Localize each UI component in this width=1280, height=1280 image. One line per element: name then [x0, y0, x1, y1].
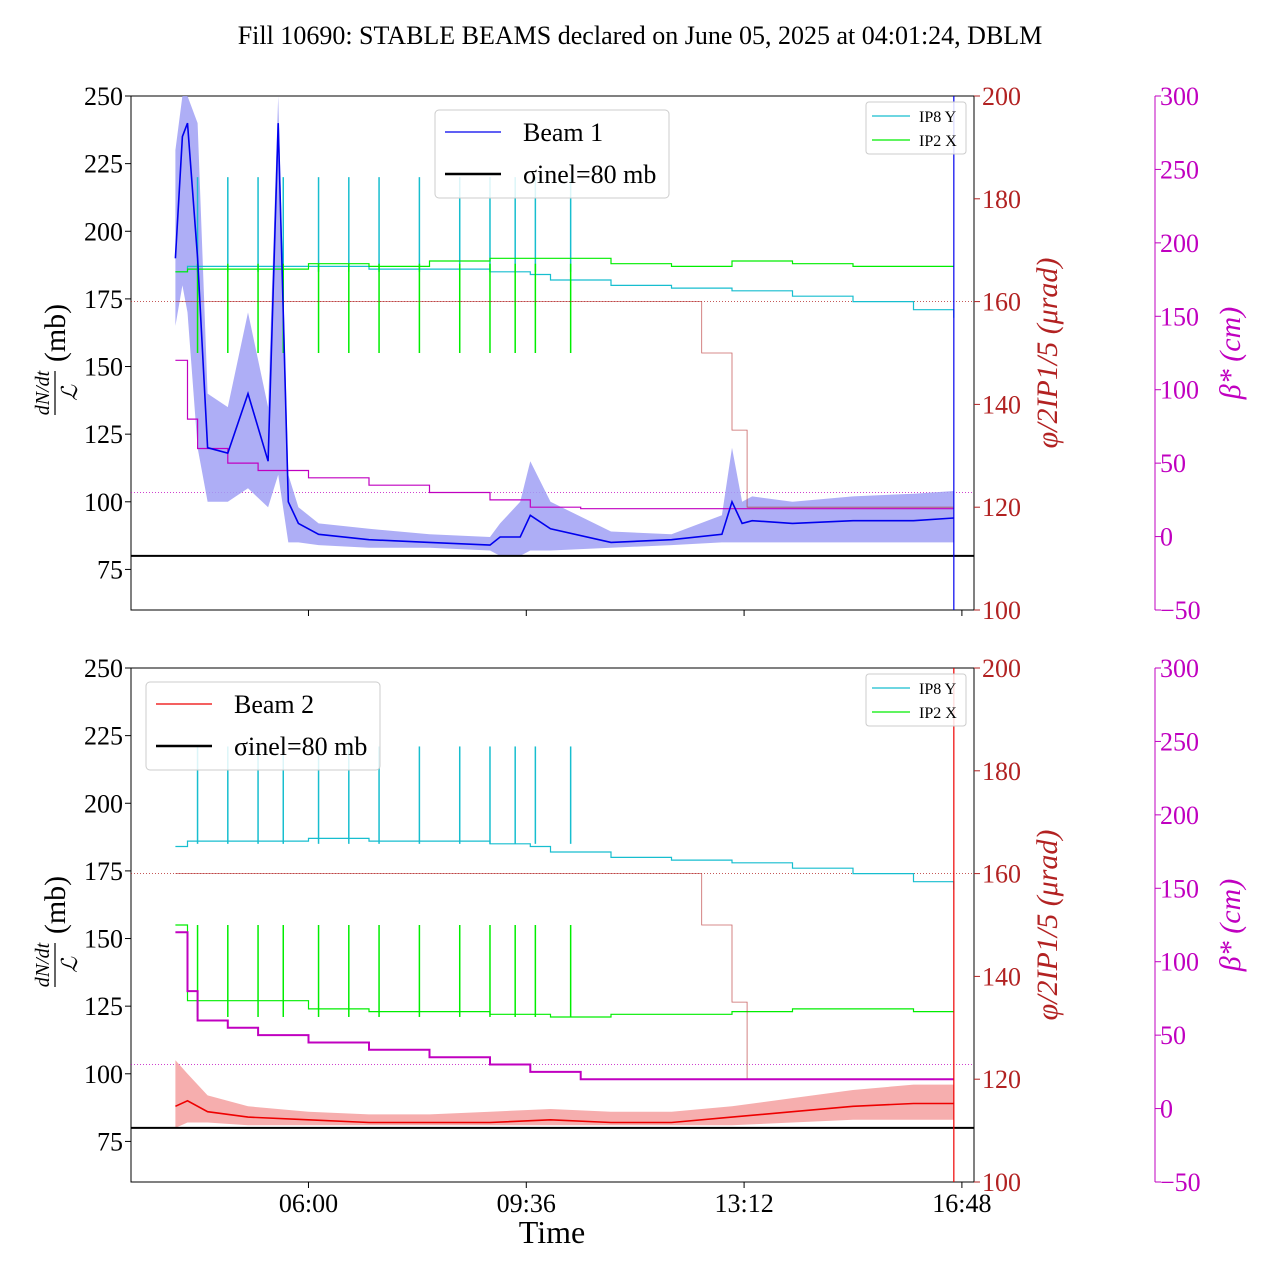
y-left-tick-label: 100: [84, 1060, 123, 1089]
y-right2-tick-label: 200: [1160, 229, 1199, 258]
legend-small-label: IP8 Y: [919, 681, 957, 698]
y-right1-label: φ/2IP1/5 (μrad): [1031, 258, 1064, 449]
y-right2-tick-label: 50: [1160, 449, 1186, 478]
beam-band: [175, 96, 954, 556]
y-right1-tick-label: 160: [982, 288, 1021, 317]
y-right1-label: φ/2IP1/5 (μrad): [1031, 830, 1064, 1021]
y-right1-tick-label: 180: [982, 185, 1021, 214]
y-left-tick-label: 225: [84, 150, 123, 179]
legend-small-box: [865, 673, 967, 727]
legend-small-label: IP8 Y: [919, 109, 957, 126]
y-right1-tick-label: 140: [982, 962, 1021, 991]
phi-series: [175, 301, 954, 508]
y-left-tick-label: 75: [97, 555, 123, 584]
panel-beam2: 75 100 125 150 175 200 225 250 100 120 140 160 180 20…: [32, 654, 1247, 1218]
y-right2-tick-label: 0: [1160, 523, 1173, 552]
y-right2-tick-label: −50: [1160, 1168, 1201, 1197]
y-left-tick-label: 125: [84, 992, 123, 1021]
beta-series: [175, 359, 954, 510]
y-right1-tick-label: 180: [982, 757, 1021, 786]
x-tick-label: 16:48: [932, 1189, 991, 1218]
y-left-tick-label: 125: [84, 420, 123, 449]
y-right2-tick-label: 250: [1160, 727, 1199, 756]
data-layer: [131, 96, 974, 610]
y-right2-tick-label: 50: [1160, 1021, 1186, 1050]
y-left-tick-label: 175: [84, 285, 123, 314]
phi-series: [175, 873, 954, 1080]
beam-series: [175, 1099, 954, 1124]
y-right1-tick-label: 160: [982, 860, 1021, 889]
y-left-tick-label: 75: [97, 1127, 123, 1156]
legend-main-label: Beam 1: [523, 118, 603, 147]
y-right2-label: β* (cm): [1214, 307, 1247, 400]
y-right2-tick-label: −50: [1160, 596, 1201, 625]
y-left-tick-label: 225: [84, 722, 123, 751]
panel-beam1: 75 100 125 150 175 200 225 250 100 120 140 160 180 20…: [32, 82, 1247, 625]
ip8-y-series: [175, 265, 955, 318]
legend-small-box: [865, 101, 967, 155]
y-right2-tick-label: 150: [1160, 302, 1199, 331]
x-tick-label: 06:00: [279, 1189, 338, 1218]
x-tick-label: 13:12: [714, 1189, 773, 1218]
y-left-label: dN/dt ℒ (mb): [32, 876, 82, 987]
ip2-x-series: [175, 257, 954, 273]
figure-title: Fill 10690: STABLE BEAMS declared on Jun…: [238, 21, 1043, 50]
y-right1-tick-label: 100: [982, 1168, 1021, 1197]
y-left-label-numerator: dN/dt: [32, 942, 54, 987]
y-left-label-denominator: ℒ: [57, 956, 82, 973]
ip2-x-series: [175, 924, 954, 1018]
y-left-tick-label: 150: [84, 925, 123, 954]
y-left-tick-label: 150: [84, 353, 123, 382]
y-right2-label: β* (cm): [1214, 879, 1247, 972]
y-left-label-numerator: dN/dt: [32, 370, 54, 415]
y-right2-tick-label: 0: [1160, 1095, 1173, 1124]
y-right1-tick-label: 100: [982, 596, 1021, 625]
y-left-label-unit: (mb): [39, 876, 72, 934]
y-left-label-unit: (mb): [39, 304, 72, 362]
y-right1-tick-label: 200: [982, 82, 1021, 111]
x-tick-label: 09:36: [497, 1189, 556, 1218]
y-right2-tick-label: 250: [1160, 155, 1199, 184]
ip8-y-series: [175, 837, 955, 890]
y-right2-tick-label: 150: [1160, 874, 1199, 903]
beam-series: [174, 122, 954, 546]
y-right1-tick-label: 140: [982, 390, 1021, 419]
beam-band: [175, 1060, 954, 1128]
y-right2-tick-label: 100: [1160, 948, 1199, 977]
y-left-label-denominator: ℒ: [57, 384, 82, 401]
y-right2-tick-label: 200: [1160, 801, 1199, 830]
y-left-tick-label: 250: [84, 82, 123, 111]
y-left-label: dN/dt ℒ (mb): [32, 304, 82, 415]
y-left-tick-label: 100: [84, 488, 123, 517]
data-layer: [131, 668, 974, 1182]
y-right2-tick-label: 300: [1160, 654, 1199, 683]
y-right1-tick-label: 120: [982, 1065, 1021, 1094]
y-right2-tick-label: 100: [1160, 376, 1199, 405]
legend-small-label: IP2 X: [919, 705, 957, 722]
y-right2-tick-label: 300: [1160, 82, 1199, 111]
legend-main-label: σinel=80 mb: [523, 160, 656, 189]
legend-small-label: IP2 X: [919, 133, 957, 150]
legend-main-label: Beam 2: [234, 690, 314, 719]
y-left-tick-label: 175: [84, 857, 123, 886]
y-left-tick-label: 200: [84, 217, 123, 246]
y-right1-tick-label: 200: [982, 654, 1021, 683]
beta-series: [175, 931, 954, 1081]
y-left-tick-label: 200: [84, 789, 123, 818]
legend-main-label: σinel=80 mb: [234, 732, 367, 761]
y-right1-tick-label: 120: [982, 493, 1021, 522]
y-left-tick-label: 250: [84, 654, 123, 683]
x-axis-label: Time: [519, 1214, 585, 1250]
